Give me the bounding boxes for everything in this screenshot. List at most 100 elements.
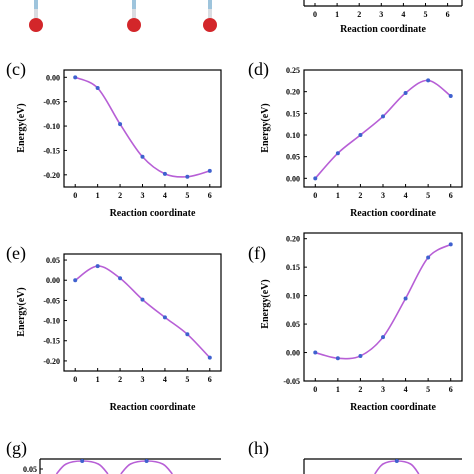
x-tick-label: 6 [449, 385, 453, 394]
y-tick-label: 0.15 [286, 263, 300, 272]
x-tick-label: 5 [185, 375, 189, 384]
y-tick-label: -0.05 [43, 296, 60, 305]
x-tick-label: 4 [163, 191, 167, 200]
series-line [314, 79, 452, 179]
data-point [73, 278, 78, 283]
data-point [144, 459, 149, 463]
data-point [448, 242, 453, 247]
data-point [335, 356, 340, 361]
bond-stick [34, 0, 38, 10]
x-tick-label: 0 [73, 375, 77, 384]
y-axis-title: Energy(eV) [260, 279, 271, 328]
data-point [381, 335, 385, 340]
bond-stick [208, 9, 212, 18]
y-axis-title: Energy(eV) [16, 287, 27, 336]
panel-letter: (h) [248, 438, 269, 459]
x-tick-label: 5 [426, 191, 430, 200]
x-tick-label: 4 [163, 375, 167, 384]
x-axis-title: Reaction coordinate [110, 208, 196, 219]
data-point [73, 75, 78, 80]
data-point [313, 176, 318, 181]
x-tick-label: 4 [404, 385, 408, 394]
panel-h: (h) [248, 438, 462, 474]
panel-letter: (f) [248, 243, 266, 264]
y-tick-label: 0.05 [286, 320, 300, 329]
plot-frame [303, 69, 463, 188]
data-point [95, 264, 100, 269]
y-tick-label: -0.20 [43, 357, 60, 366]
y-tick-label: 0.15 [286, 109, 300, 118]
oxygen-atom [29, 18, 43, 32]
top-x-tick-label: 3 [379, 10, 383, 19]
plot-frame [303, 232, 463, 382]
top-partial-panel: 0 1 2 3 4 5 6 Reaction coordinate [303, 0, 463, 35]
x-tick-label: 6 [208, 375, 212, 384]
y-tick-label: 0.00 [286, 349, 300, 358]
oxygen-atom [203, 18, 217, 32]
y-tick-label: -0.15 [43, 146, 60, 155]
x-tick-label: 0 [313, 385, 317, 394]
panel-letter: (d) [248, 59, 269, 80]
panel-g: (g) 0.05 [6, 438, 221, 474]
data-point [358, 353, 363, 358]
y-tick-label: 0.05 [23, 465, 37, 474]
data-point [207, 168, 212, 173]
y-tick-label: -0.15 [43, 337, 60, 346]
x-tick-label: 0 [313, 191, 317, 200]
panel-d: (d) 0 1 2 3 4 5 6 0.00 0.05 0.10 0.15 0.20 0.25 Reacti… [248, 59, 463, 219]
data-point [403, 90, 408, 95]
y-tick-label: 0.10 [286, 292, 300, 301]
y-tick-label: 0.00 [46, 73, 60, 82]
x-axis-title: Reaction coordinate [110, 402, 196, 413]
x-axis-title: Reaction coordinate [350, 208, 436, 219]
top-x-tick-label: 0 [313, 10, 317, 19]
top-x-tick-label: 6 [446, 10, 450, 19]
top-x-tick-label: 4 [401, 10, 405, 19]
x-tick-label: 4 [404, 191, 408, 200]
panel-letter: (e) [6, 243, 26, 264]
bond-stick [132, 0, 136, 10]
x-tick-label: 6 [208, 191, 212, 200]
x-tick-label: 6 [449, 191, 453, 200]
x-axis-title: Reaction coordinate [350, 402, 436, 413]
y-tick-label: 0.00 [286, 174, 300, 183]
data-point [80, 459, 85, 463]
x-tick-label: 1 [96, 375, 100, 384]
x-tick-label: 2 [118, 375, 122, 384]
data-point [207, 355, 212, 360]
panel-letter: (c) [6, 59, 26, 80]
data-point [394, 459, 399, 463]
data-point [95, 86, 100, 91]
data-point [162, 171, 167, 176]
x-tick-label: 2 [358, 385, 362, 394]
plot-frame [63, 69, 222, 188]
panel-c: (c) 0 1 2 3 4 5 6 0.00 -0.05 -0.10 -0.15 -0.20 Reacti… [6, 59, 222, 219]
series-line [74, 76, 211, 178]
x-tick-label: 2 [118, 191, 122, 200]
series-line [315, 243, 452, 360]
y-tick-label: -0.20 [43, 171, 60, 180]
x-tick-label: 0 [73, 191, 77, 200]
y-tick-label: 0.25 [286, 66, 300, 75]
top-x-tick-label: 5 [424, 10, 428, 19]
y-tick-label: 0.20 [286, 88, 300, 97]
y-tick-label: 0.05 [46, 256, 60, 265]
data-point [381, 114, 385, 119]
y-tick-label: -0.10 [43, 122, 60, 131]
panel-f: (f) 0 1 2 3 4 5 6 0.20 0.15 0.10 0.05 0.00 -0.05 React… [248, 232, 463, 413]
panels-group: (c) 0 1 2 3 4 5 6 0.00 -0.05 -0.10 -0.15 -0.20 Reacti… [6, 59, 463, 474]
y-tick-label: 0.20 [286, 235, 300, 244]
x-tick-label: 3 [141, 375, 145, 384]
x-tick-label: 3 [141, 191, 145, 200]
y-tick-label: 0.00 [46, 276, 60, 285]
panel-letter: (g) [6, 438, 27, 459]
x-tick-label: 2 [358, 191, 362, 200]
data-point [162, 315, 167, 320]
bond-stick [132, 9, 136, 18]
x-tick-label: 1 [336, 191, 340, 200]
series-line [74, 265, 211, 359]
y-tick-label: 0.05 [286, 153, 300, 162]
x-tick-label: 5 [426, 385, 430, 394]
y-axis-title: Energy(eV) [16, 103, 27, 152]
